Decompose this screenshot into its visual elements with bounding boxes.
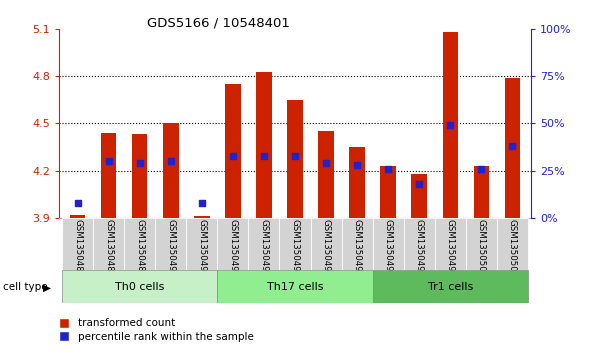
Bar — [373, 270, 528, 303]
Text: Th0 cells: Th0 cells — [115, 282, 165, 292]
Bar — [225, 84, 241, 218]
Text: GSM1350493: GSM1350493 — [260, 219, 268, 277]
Point — [415, 181, 424, 187]
Text: GSM1350499: GSM1350499 — [446, 219, 455, 277]
Bar — [163, 123, 179, 218]
Bar — [93, 218, 124, 270]
Point — [166, 158, 175, 164]
Bar — [132, 134, 148, 218]
Bar — [186, 218, 217, 270]
Text: GSM1350491: GSM1350491 — [197, 219, 206, 277]
Text: GSM1350500: GSM1350500 — [477, 219, 486, 278]
Point — [445, 122, 455, 128]
Text: GSM1350490: GSM1350490 — [166, 219, 175, 277]
Text: GSM1350495: GSM1350495 — [322, 219, 330, 277]
Bar — [318, 131, 334, 218]
Text: GSM1350492: GSM1350492 — [228, 219, 237, 277]
Bar — [342, 218, 373, 270]
Text: ▶: ▶ — [42, 282, 51, 293]
Bar — [373, 218, 404, 270]
Point — [135, 160, 145, 166]
Bar — [70, 215, 86, 218]
Bar — [62, 270, 217, 303]
Text: Tr1 cells: Tr1 cells — [428, 282, 473, 292]
Text: GSM1350488: GSM1350488 — [104, 219, 113, 278]
Bar — [435, 218, 466, 270]
Text: GSM1350489: GSM1350489 — [135, 219, 144, 277]
Point — [352, 162, 362, 168]
Point — [104, 158, 113, 164]
Point — [197, 200, 206, 205]
Bar — [310, 218, 342, 270]
Bar — [194, 216, 209, 218]
Point — [73, 200, 83, 205]
Point — [477, 166, 486, 172]
Bar — [217, 218, 248, 270]
Text: GSM1350494: GSM1350494 — [290, 219, 300, 277]
Bar — [411, 174, 427, 218]
Bar — [442, 32, 458, 218]
Text: cell type: cell type — [3, 282, 48, 293]
Bar — [280, 218, 310, 270]
Point — [384, 166, 393, 172]
Bar — [248, 218, 280, 270]
Point — [507, 143, 517, 149]
Bar — [404, 218, 435, 270]
Point — [322, 160, 331, 166]
Point — [259, 152, 268, 158]
Bar — [466, 218, 497, 270]
Bar — [497, 218, 528, 270]
Bar — [124, 218, 155, 270]
Bar — [217, 270, 373, 303]
Bar — [287, 100, 303, 218]
Bar — [474, 166, 489, 218]
Text: GSM1350498: GSM1350498 — [415, 219, 424, 277]
Bar — [349, 147, 365, 218]
Bar — [155, 218, 186, 270]
Text: GSM1350487: GSM1350487 — [73, 219, 82, 278]
Point — [290, 152, 300, 158]
Bar — [256, 72, 272, 218]
Text: GSM1350497: GSM1350497 — [384, 219, 393, 277]
Text: GDS5166 / 10548401: GDS5166 / 10548401 — [147, 16, 290, 29]
Legend: transformed count, percentile rank within the sample: transformed count, percentile rank withi… — [53, 317, 255, 343]
Bar — [62, 218, 93, 270]
Text: GSM1350501: GSM1350501 — [508, 219, 517, 278]
Text: GSM1350496: GSM1350496 — [353, 219, 362, 277]
Bar — [381, 166, 396, 218]
Text: Th17 cells: Th17 cells — [267, 282, 323, 292]
Point — [228, 152, 238, 158]
Bar — [504, 78, 520, 218]
Bar — [101, 133, 116, 218]
